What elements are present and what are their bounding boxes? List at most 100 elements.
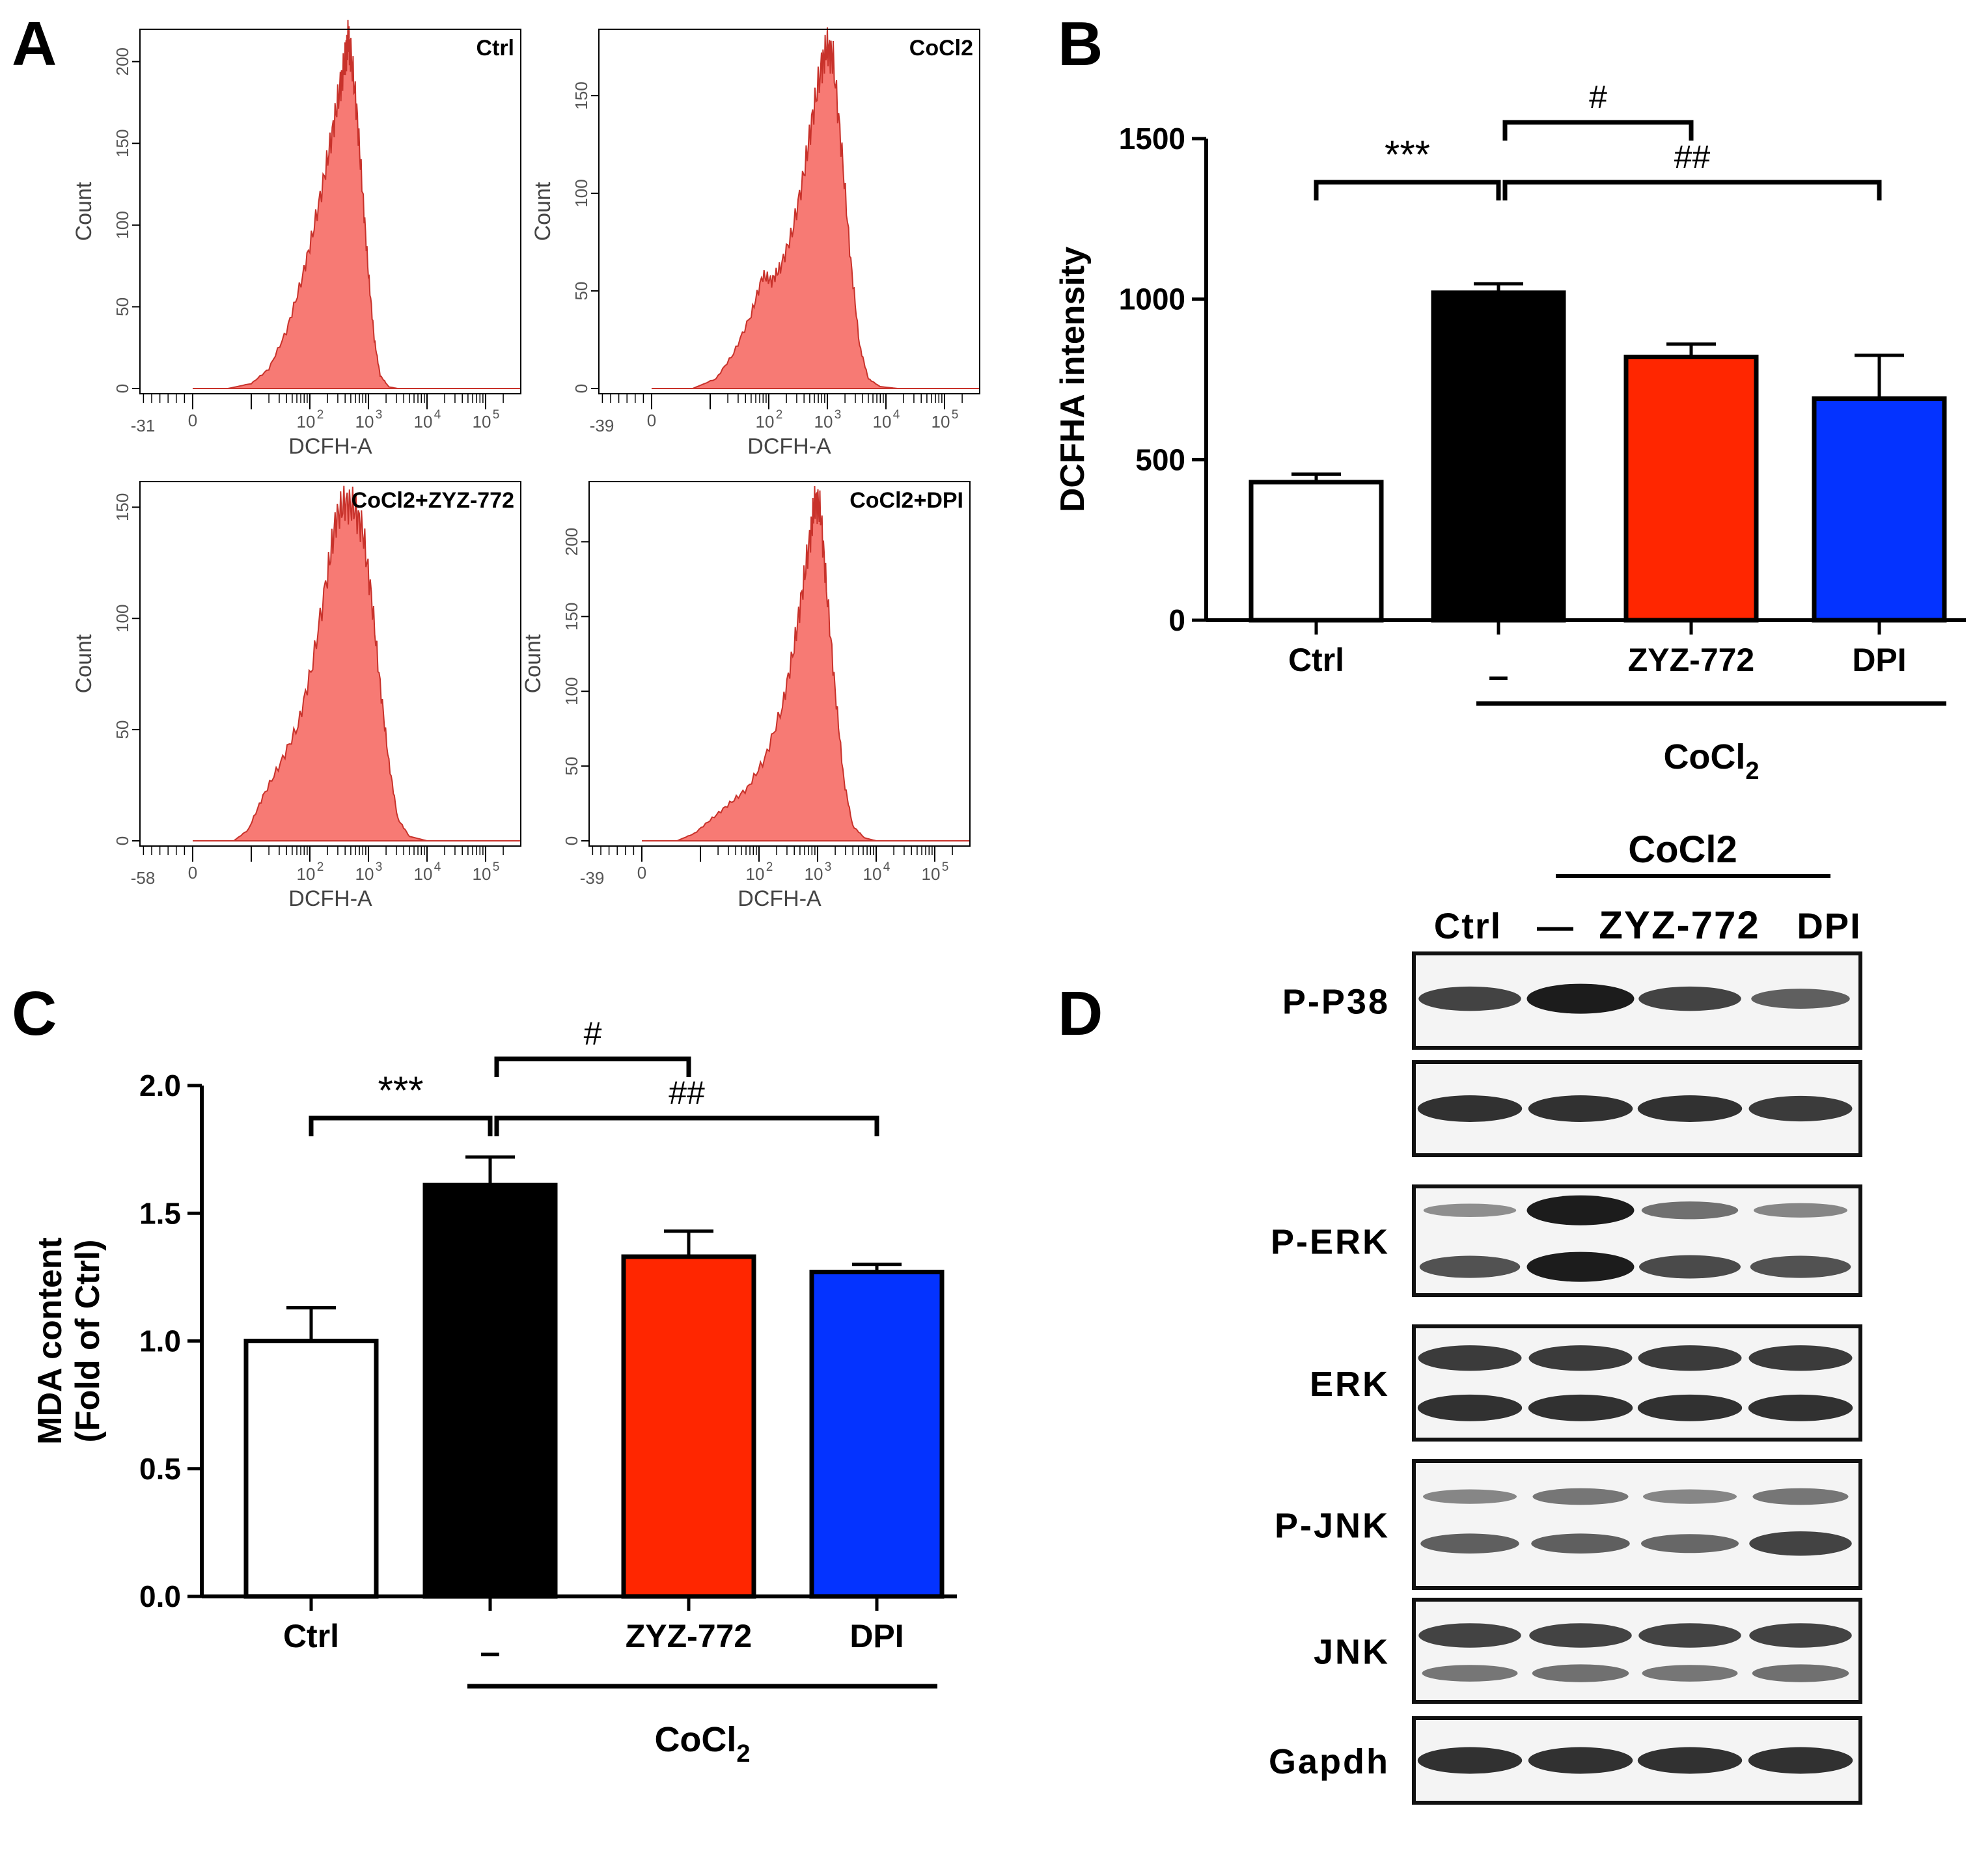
significance-label: *** <box>1385 133 1430 176</box>
histogram-area <box>193 20 521 389</box>
y-tick-label: 50 <box>562 757 581 776</box>
blot-band <box>1422 1665 1518 1682</box>
bar-3 <box>1623 354 1759 623</box>
x-tick-exponent: 4 <box>883 860 890 874</box>
panel-label-a: A <box>12 9 57 79</box>
x-axis-label: DCFH-A <box>738 886 821 911</box>
x-tick-label: 10 <box>355 864 374 884</box>
x-tick-label: 10 <box>873 412 892 431</box>
y-tick-label: 150 <box>113 130 132 157</box>
y-tick-label: 0 <box>113 836 132 845</box>
y-tick-label: 100 <box>113 605 132 633</box>
blot-band <box>1528 1747 1633 1774</box>
x-tick-label: 0 <box>647 411 656 430</box>
x-axis-label: DCFH-A <box>288 886 372 911</box>
significance-bracket <box>309 1115 493 1136</box>
x-tick-exponent: 4 <box>893 408 900 422</box>
blot-band <box>1637 1394 1743 1421</box>
blot-lane-label: Ctrl <box>1434 905 1502 946</box>
x-tick-exponent: 5 <box>942 860 949 874</box>
blot-band <box>1417 1394 1523 1421</box>
x-axis-label: DCFH-A <box>747 434 831 459</box>
significance-label: *** <box>378 1069 423 1112</box>
blot-band <box>1748 1394 1853 1421</box>
blot-band <box>1748 1345 1853 1371</box>
blot-band <box>1529 1623 1632 1648</box>
blot-row-2 <box>1412 1060 1862 1157</box>
histogram-title: CoCl2+ZYZ-772 <box>352 488 514 513</box>
x-tick-label: ZYZ-772 <box>1628 642 1755 678</box>
histogram-title: Ctrl <box>476 36 514 61</box>
x-tick-label: 10 <box>355 412 374 431</box>
x-tick-label: ZYZ-772 <box>626 1618 752 1654</box>
x-tick-label: – <box>480 1631 500 1672</box>
x-tick-label: 10 <box>473 412 491 431</box>
x-tick-exponent: 3 <box>376 860 383 874</box>
x-tick-exponent: 5 <box>493 860 500 874</box>
y-tick-label: 500 <box>1135 443 1185 476</box>
blot-row-label: P-ERK <box>1271 1223 1390 1262</box>
y-axis-label: Count <box>521 634 545 693</box>
blot-band <box>1642 1665 1738 1682</box>
y-tick-label: 100 <box>562 677 581 705</box>
significance-label: # <box>1589 79 1607 115</box>
x-tick-label: Ctrl <box>1288 642 1344 678</box>
x-tick-label: 0 <box>188 411 197 430</box>
blot-band <box>1418 986 1521 1011</box>
x-tick-label: 10 <box>922 864 941 884</box>
blot-band <box>1748 1747 1853 1774</box>
x-tick-label: 10 <box>814 412 833 431</box>
histogram-title: CoCl2+DPI <box>849 488 963 513</box>
x-tick-label: DPI <box>849 1618 904 1654</box>
significance-bracket <box>1314 180 1501 200</box>
x-tick-exponent: 3 <box>376 408 383 422</box>
x-tick-label: 10 <box>746 864 765 884</box>
blot-row-label: P-P38 <box>1282 983 1390 1022</box>
blot-band <box>1752 1488 1849 1505</box>
significance-bracket <box>494 1056 691 1077</box>
x-tick-label: 10 <box>805 864 823 884</box>
blot-row-4: ERK <box>1310 1324 1862 1442</box>
significance-bracket <box>1502 180 1882 200</box>
bar-3 <box>621 1254 756 1599</box>
significance-bracket <box>494 1115 879 1136</box>
y-axis-label: DCFHA intensity <box>1054 247 1092 512</box>
y-tick-label: 50 <box>572 282 591 301</box>
y-tick-label: 100 <box>572 179 591 207</box>
blot-frame <box>1412 1184 1862 1297</box>
blot-band <box>1638 1345 1742 1371</box>
y-tick-label: 0 <box>113 384 132 393</box>
x-tick-exponent: 5 <box>493 408 500 422</box>
blot-row-label: ERK <box>1310 1365 1390 1404</box>
y-tick-label: 200 <box>562 528 581 556</box>
y-axis-label: Count <box>72 182 96 241</box>
blot-band <box>1637 1747 1743 1774</box>
x-tick-label: Ctrl <box>283 1618 339 1654</box>
x-tick-label: 10 <box>756 412 775 431</box>
panel-b-bar-chart: 0 500 1000 1500 DCFHA intensity Ctrl – ZYZ-772 D… <box>1054 79 1966 785</box>
histogram-frame <box>139 481 521 847</box>
blot-band <box>1528 1394 1633 1421</box>
y-tick-label: 1000 <box>1119 282 1185 316</box>
blot-band <box>1417 1747 1523 1774</box>
bar-4 <box>809 1270 945 1599</box>
blot-band <box>1528 1095 1633 1122</box>
panel-c-bar-chart: 0.0 0.5 1.0 1.5 2.0 MDA content (Fold of Ctrl)… <box>31 1015 957 1768</box>
x-tick-exponent: 2 <box>766 860 773 874</box>
bar-4 <box>1812 396 1947 623</box>
blot-header-group: CoCl2 <box>1628 828 1737 871</box>
blot-band <box>1638 986 1741 1011</box>
y-tick-label: 0.5 <box>139 1452 181 1486</box>
significance-bracket <box>1502 120 1694 141</box>
y-tick-label: 1.0 <box>139 1324 181 1358</box>
blot-frame <box>1412 1598 1862 1704</box>
blot-band <box>1749 1531 1852 1556</box>
significance-label: # <box>584 1015 602 1052</box>
y-axis-label: Count <box>531 182 555 241</box>
x-tick-label: -39 <box>580 868 605 888</box>
blot-band <box>1420 1533 1519 1554</box>
